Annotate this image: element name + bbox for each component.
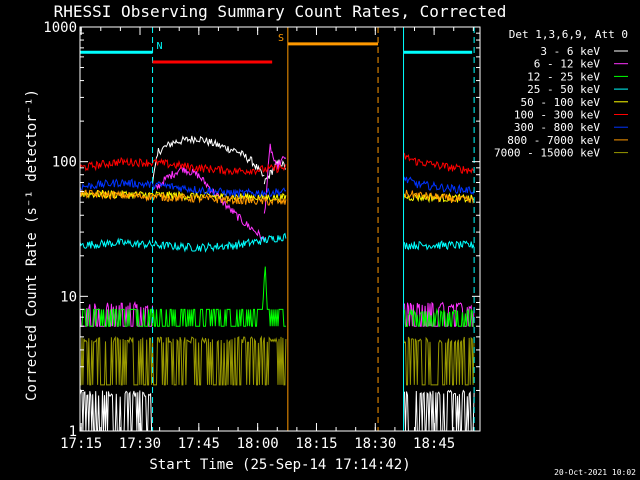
legend-label: 6 - 12 keV bbox=[534, 58, 601, 71]
y-tick-label: 1000 bbox=[43, 20, 77, 36]
series-line bbox=[152, 165, 265, 243]
legend-label: 100 - 300 keV bbox=[514, 109, 600, 122]
series-line bbox=[263, 143, 287, 214]
series-1 bbox=[80, 135, 475, 431]
series-line bbox=[80, 266, 286, 327]
series-line bbox=[152, 135, 265, 185]
y-tick-label: 100 bbox=[52, 155, 77, 171]
x-axis-label: Start Time (25-Sep-14 17:14:42) bbox=[149, 457, 410, 473]
series-line bbox=[80, 389, 153, 431]
series-line bbox=[403, 189, 475, 204]
legend-label: 3 - 6 keV bbox=[540, 45, 600, 58]
series-line bbox=[80, 156, 287, 176]
x-tick-label: 17:45 bbox=[178, 436, 220, 452]
legend-label: 300 - 800 keV bbox=[514, 121, 600, 134]
x-tick-label: 17:15 bbox=[60, 436, 102, 452]
series-line bbox=[80, 189, 287, 206]
series-3 bbox=[80, 266, 475, 327]
plot-frame bbox=[79, 26, 481, 432]
series-8 bbox=[80, 189, 475, 206]
series-7 bbox=[80, 176, 475, 198]
y-tick-label: 10 bbox=[60, 289, 77, 305]
y-axis-label: Corrected Count Rate (s⁻¹ detector⁻¹) bbox=[24, 89, 40, 401]
legend-label: 25 - 50 keV bbox=[527, 83, 600, 96]
series-line bbox=[403, 301, 475, 327]
series-6 bbox=[80, 152, 475, 176]
series-line bbox=[403, 240, 475, 251]
y-tick-label: 1 bbox=[69, 424, 77, 440]
series-line bbox=[403, 389, 475, 431]
x-tick-label: 18:30 bbox=[354, 436, 396, 452]
chart-title: RHESSI Observing Summary Count Rates, Co… bbox=[54, 2, 507, 21]
legend-label: 7000 - 15000 keV bbox=[494, 147, 600, 160]
flag-label: S bbox=[278, 33, 284, 44]
series-line bbox=[80, 232, 287, 253]
x-tick-label: 18:15 bbox=[295, 436, 337, 452]
footer-date: 20-Oct-2021 10:02 bbox=[554, 468, 636, 477]
legend-title: Det 1,3,6,9, Att 0 bbox=[509, 28, 628, 41]
x-tick-label: 17:30 bbox=[119, 436, 161, 452]
legend-label: 800 - 7000 keV bbox=[507, 134, 600, 147]
series-line bbox=[80, 178, 287, 198]
legend-label: 50 - 100 keV bbox=[521, 96, 601, 109]
series-line bbox=[403, 152, 475, 174]
series-9 bbox=[80, 335, 475, 386]
legend-label: 12 - 25 keV bbox=[527, 70, 600, 83]
series-line bbox=[403, 307, 475, 327]
series-line bbox=[403, 176, 475, 195]
series-4 bbox=[80, 232, 475, 253]
series-line bbox=[403, 336, 475, 386]
x-tick-label: 18:45 bbox=[413, 436, 455, 452]
flag-label: N bbox=[156, 41, 162, 52]
series-line bbox=[80, 335, 287, 386]
x-tick-label: 18:00 bbox=[237, 436, 279, 452]
series-layer bbox=[80, 135, 475, 431]
axis-layer: 17:15 17:30 17:45 18:00 18:15 18:30 18:45 1 10 10… bbox=[43, 20, 480, 452]
